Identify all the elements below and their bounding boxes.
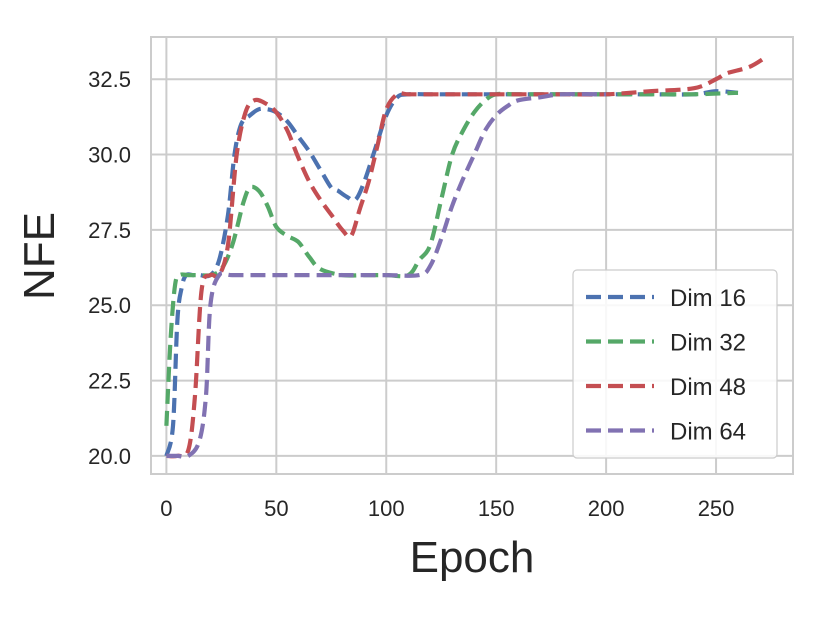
series-lines	[164, 56, 766, 460]
legend-box	[572, 269, 778, 459]
x-tick-label: 250	[698, 496, 735, 521]
plot-frame	[150, 36, 794, 475]
x-tick-label: 50	[264, 496, 288, 521]
y-tick-label: 20.0	[88, 444, 131, 469]
legend: Dim 16 Dim 32 Dim 48 Dim 64	[572, 269, 778, 459]
y-tick-label: 32.5	[88, 67, 131, 92]
legend-label: Dim 48	[670, 374, 746, 401]
x-tick-labels: 0 50 100 150 200 250	[160, 496, 734, 521]
y-axis-label: NFE	[15, 212, 64, 300]
x-tick-label: 150	[478, 496, 515, 521]
x-tick-label: 200	[588, 496, 625, 521]
y-tick-label: 25.0	[88, 293, 131, 318]
legend-label: Dim 32	[670, 330, 746, 357]
legend-label: Dim 64	[670, 419, 746, 446]
series-line-dim-64	[166, 91, 607, 460]
grid-lines	[151, 37, 793, 474]
y-tick-label: 30.0	[88, 143, 131, 168]
x-tick-label: 100	[368, 496, 405, 521]
y-tick-label: 22.5	[88, 369, 131, 394]
y-tick-labels: 20.0 22.5 25.0 27.5 30.0 32.5	[88, 67, 131, 469]
x-tick-label: 0	[160, 496, 172, 521]
legend-label: Dim 16	[670, 285, 746, 312]
x-axis-label: Epoch	[410, 533, 535, 582]
y-tick-label: 27.5	[88, 218, 131, 243]
